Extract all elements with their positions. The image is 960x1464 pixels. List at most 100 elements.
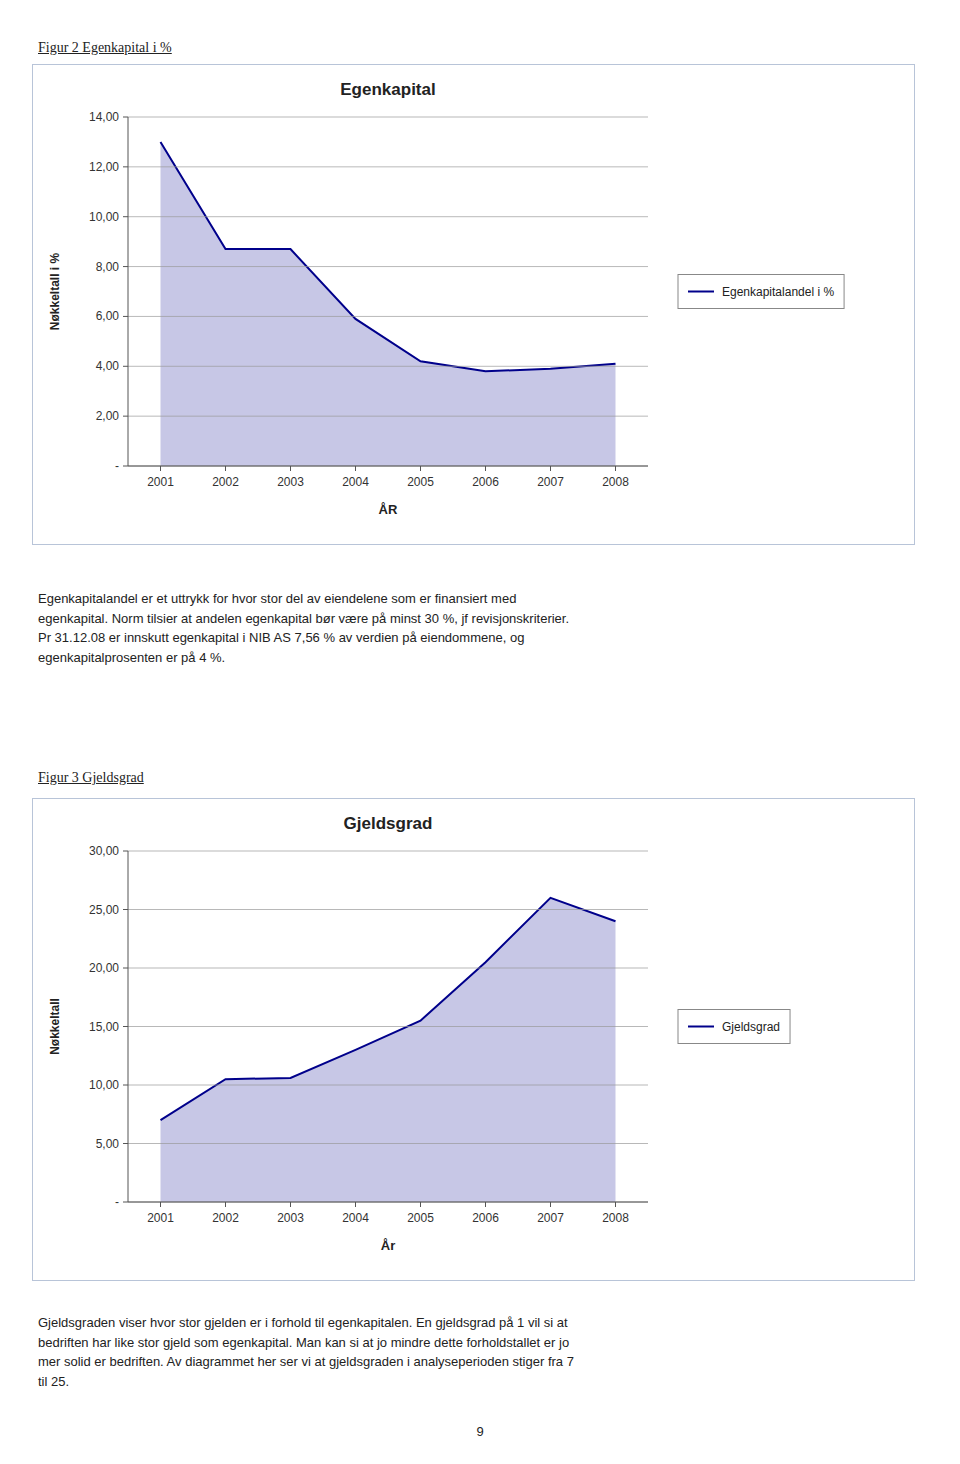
y-tick xyxy=(123,166,128,167)
y-tick xyxy=(123,366,128,367)
grid-line xyxy=(128,266,648,267)
plot-area xyxy=(161,142,616,466)
y-tick xyxy=(123,316,128,317)
x-tick xyxy=(550,1202,551,1207)
y-tick xyxy=(123,117,128,118)
y-tick-label: 10,00 xyxy=(89,1078,119,1092)
x-tick-label: 2006 xyxy=(472,475,499,489)
legend-swatch xyxy=(688,291,714,293)
grid-line xyxy=(128,166,648,167)
x-tick xyxy=(485,466,486,471)
x-tick xyxy=(420,466,421,471)
legend-label: Egenkapitalandel i % xyxy=(722,285,834,299)
line xyxy=(161,898,616,1120)
x-tick xyxy=(550,466,551,471)
x-axis-label: År xyxy=(381,1238,395,1253)
x-tick-label: 2001 xyxy=(147,1211,174,1225)
y-tick xyxy=(123,1143,128,1144)
y-tick-label: 15,00 xyxy=(89,1020,119,1034)
y-tick-label: 2,00 xyxy=(96,409,120,423)
chart-title: Egenkapital xyxy=(340,80,435,99)
y-tick-label: - xyxy=(115,459,119,473)
y-tick-label: 14,00 xyxy=(89,110,119,124)
grid-line xyxy=(128,851,648,852)
x-tick-label: 2008 xyxy=(602,1211,629,1225)
grid-line xyxy=(128,216,648,217)
x-axis xyxy=(128,1202,648,1203)
x-tick-label: 2004 xyxy=(342,475,369,489)
x-tick xyxy=(225,1202,226,1207)
y-axis xyxy=(128,851,129,1202)
grid-line xyxy=(128,316,648,317)
y-tick-label: 8,00 xyxy=(96,260,120,274)
heading: Figur 3 Gjeldsgrad xyxy=(38,770,144,786)
grid-line xyxy=(128,1202,648,1203)
x-tick-label: 2005 xyxy=(407,475,434,489)
x-tick-label: 2002 xyxy=(212,1211,239,1225)
legend-frame xyxy=(678,1010,790,1044)
x-tick xyxy=(225,466,226,471)
grid-line xyxy=(128,968,648,969)
grid-line xyxy=(128,1143,648,1144)
x-tick xyxy=(290,466,291,471)
y-tick xyxy=(123,851,128,852)
paragraph: Gjeldsgraden viser hvor stor gjelden er … xyxy=(38,1313,928,1391)
grid-line xyxy=(128,1085,648,1086)
x-tick xyxy=(160,466,161,471)
x-tick xyxy=(355,466,356,471)
x-tick xyxy=(355,1202,356,1207)
x-tick-label: 2008 xyxy=(602,475,629,489)
x-tick-label: 2003 xyxy=(277,475,304,489)
y-axis-label: Nøkkeltall i % xyxy=(48,252,62,330)
y-tick xyxy=(123,1026,128,1027)
y-tick xyxy=(123,968,128,969)
y-tick-label: 5,00 xyxy=(96,1137,120,1151)
x-tick-label: 2003 xyxy=(277,1211,304,1225)
page-number: 9 xyxy=(0,1424,960,1439)
chart-box: Egenkapital-2,004,006,008,0010,0012,0014… xyxy=(32,64,915,545)
y-tick xyxy=(123,466,128,467)
x-axis xyxy=(128,466,648,467)
y-tick-label: 6,00 xyxy=(96,309,120,323)
y-tick xyxy=(123,416,128,417)
area xyxy=(161,898,616,1202)
y-tick xyxy=(123,909,128,910)
y-tick xyxy=(123,1085,128,1086)
x-tick-label: 2007 xyxy=(537,1211,564,1225)
paragraph: Egenkapitalandel er et uttrykk for hvor … xyxy=(38,589,928,667)
y-tick xyxy=(123,216,128,217)
x-tick xyxy=(485,1202,486,1207)
y-tick-label: 25,00 xyxy=(89,903,119,917)
x-tick xyxy=(615,466,616,471)
area xyxy=(161,142,616,466)
grid-line xyxy=(128,466,648,467)
legend-label: Gjeldsgrad xyxy=(722,1020,780,1034)
x-tick xyxy=(615,1202,616,1207)
y-tick xyxy=(123,266,128,267)
y-tick-label: 10,00 xyxy=(89,210,119,224)
legend: Gjeldsgrad xyxy=(678,1010,790,1044)
x-tick-label: 2006 xyxy=(472,1211,499,1225)
y-axis xyxy=(128,117,129,466)
y-tick xyxy=(123,1202,128,1203)
x-tick xyxy=(420,1202,421,1207)
plot-area xyxy=(161,898,616,1202)
y-axis-label: Nøkkeltall xyxy=(48,998,62,1055)
x-tick-label: 2005 xyxy=(407,1211,434,1225)
x-tick-label: 2002 xyxy=(212,475,239,489)
chart: Egenkapital-2,004,006,008,0010,0012,0014… xyxy=(33,65,914,544)
x-tick xyxy=(160,1202,161,1207)
x-axis-label: ÅR xyxy=(379,502,398,517)
y-tick-label: - xyxy=(115,1195,119,1209)
x-tick-label: 2007 xyxy=(537,475,564,489)
y-tick-label: 4,00 xyxy=(96,359,120,373)
chart: Gjeldsgrad-5,0010,0015,0020,0025,0030,00… xyxy=(33,799,914,1280)
legend-swatch xyxy=(688,1026,714,1028)
x-tick-label: 2004 xyxy=(342,1211,369,1225)
chart-box: Gjeldsgrad-5,0010,0015,0020,0025,0030,00… xyxy=(32,798,915,1281)
grid-line xyxy=(128,416,648,417)
grid-line xyxy=(128,1026,648,1027)
x-tick-label: 2001 xyxy=(147,475,174,489)
chart-title: Gjeldsgrad xyxy=(344,814,433,833)
grid-line xyxy=(128,366,648,367)
